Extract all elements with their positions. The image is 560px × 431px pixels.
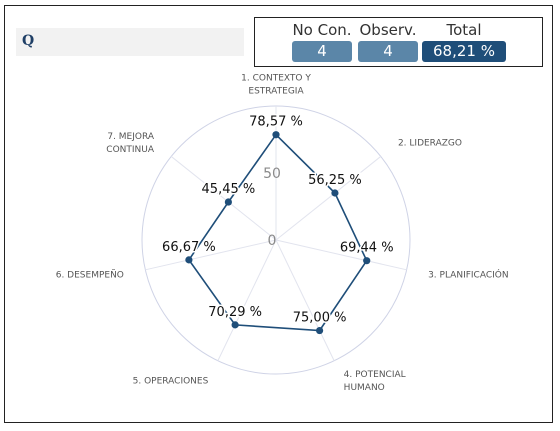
data-label: 69,44 % [340, 241, 394, 256]
stat-observations: Observ. 4 [358, 20, 418, 62]
category-label: 4. POTENCIAL HUMANO [344, 370, 406, 393]
data-label: 56,25 % [308, 173, 362, 188]
stat-total: Total 68,21 % [422, 20, 506, 62]
grid-spoke [275, 156, 382, 241]
data-label: 66,67 % [162, 240, 216, 255]
category-label: 7. MEJORA CONTINUA [106, 132, 155, 155]
category-label: 5. OPERACIONES [133, 377, 209, 387]
series-line [187, 133, 368, 332]
category-label: 3. PLANIFICACIÓN [428, 269, 509, 281]
grid-spoke [145, 239, 277, 271]
data-point [231, 321, 239, 329]
grid-spoke [217, 239, 277, 361]
stats-box: No Con. 4 Observ. 4 Total 68,21 % [254, 17, 543, 67]
stat-value: 4 [292, 41, 352, 62]
data-point [272, 131, 280, 139]
stat-value: 68,21 % [422, 41, 506, 62]
grid-spoke [275, 239, 407, 271]
data-point [363, 257, 371, 265]
data-point [316, 326, 324, 335]
stat-nonconformities: No Con. 4 [292, 20, 352, 62]
category-label: 2. LIDERAZGO [398, 139, 462, 149]
report-panel [4, 5, 553, 423]
title-bar: Q [16, 28, 244, 56]
data-point [331, 189, 339, 197]
data-label: 78,57 % [249, 115, 303, 130]
grid-spoke [170, 156, 277, 241]
data-label: 70,29 % [208, 305, 262, 320]
data-point [185, 256, 193, 264]
category-label: 6. DESEMPEÑO [56, 270, 124, 281]
data-label: 75,00 % [293, 311, 347, 326]
stat-label: Observ. [359, 21, 417, 39]
stat-label: No Con. [292, 21, 352, 39]
radial-tick-label: 50 [263, 166, 281, 182]
category-label: 1. CONTEXTO Y ESTRATEGIA [241, 74, 311, 97]
data-point [224, 198, 232, 206]
page-title: Q [22, 33, 35, 49]
grid-spoke [275, 239, 335, 361]
stat-value: 4 [358, 41, 418, 62]
stat-label: Total [446, 21, 482, 39]
data-label: 45,45 % [202, 182, 256, 197]
radial-tick-label: 0 [268, 233, 277, 249]
